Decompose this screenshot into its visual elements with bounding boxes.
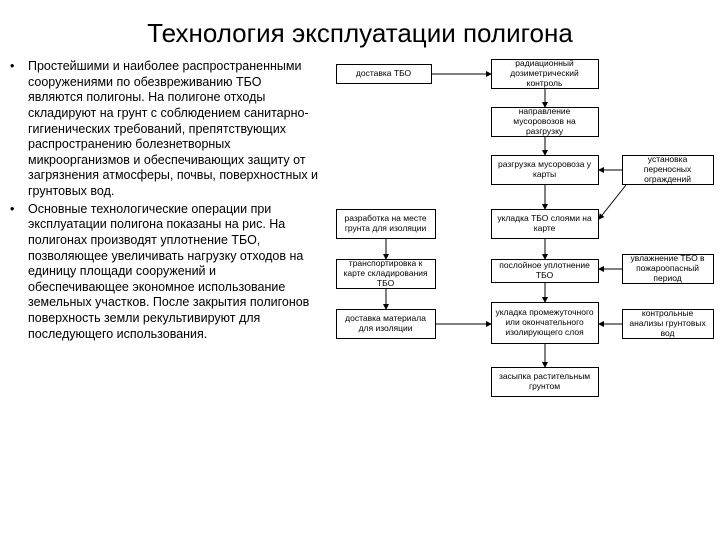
flow-node-n6: разработка на месте грунта для изоляции	[336, 209, 436, 239]
flow-node-n13: контрольные анализы грунтовых вод	[622, 309, 714, 339]
flow-node-n12: укладка промежуточного или окончательног…	[491, 302, 599, 344]
flow-node-n11: доставка материала для изоляции	[336, 309, 436, 339]
bullet-icon: •	[10, 202, 28, 343]
flow-node-n5: установка переносных ограждений	[622, 155, 714, 185]
flow-node-n10: увлажнение ТБО в пожароопасный период	[622, 254, 714, 284]
flow-node-n3: направление мусоровозов на разгрузку	[491, 107, 599, 137]
flow-node-n14: засыпка растительным грунтом	[491, 367, 599, 397]
flow-node-n8: транспортировка к карте складирования ТБ…	[336, 259, 436, 289]
flow-node-n4: разгрузка мусоровоза у карты	[491, 155, 599, 185]
flow-node-n7: укладка ТБО слоями на карте	[491, 209, 599, 239]
bullet-item: •Основные технологические операции при э…	[10, 202, 320, 343]
bullet-list: •Простейшими и наиболее распространенным…	[10, 59, 320, 342]
page-title: Технология эксплуатации полигона	[0, 0, 720, 59]
flowchart-diagram: доставка ТБО радиационный дозиметрический…	[326, 59, 710, 519]
bullet-text: Основные технологические операции при эк…	[28, 202, 320, 343]
bullet-icon: •	[10, 59, 28, 200]
text-column: •Простейшими и наиболее распространенным…	[10, 59, 326, 519]
flow-node-n1: доставка ТБО	[336, 64, 432, 84]
content-row: •Простейшими и наиболее распространенным…	[0, 59, 720, 519]
bullet-text: Простейшими и наиболее распространенными…	[28, 59, 320, 200]
flow-node-n2: радиационный дозиметрический контроль	[491, 59, 599, 89]
flow-node-n9: послойное уплотнение ТБО	[491, 259, 599, 283]
bullet-item: •Простейшими и наиболее распространенным…	[10, 59, 320, 200]
